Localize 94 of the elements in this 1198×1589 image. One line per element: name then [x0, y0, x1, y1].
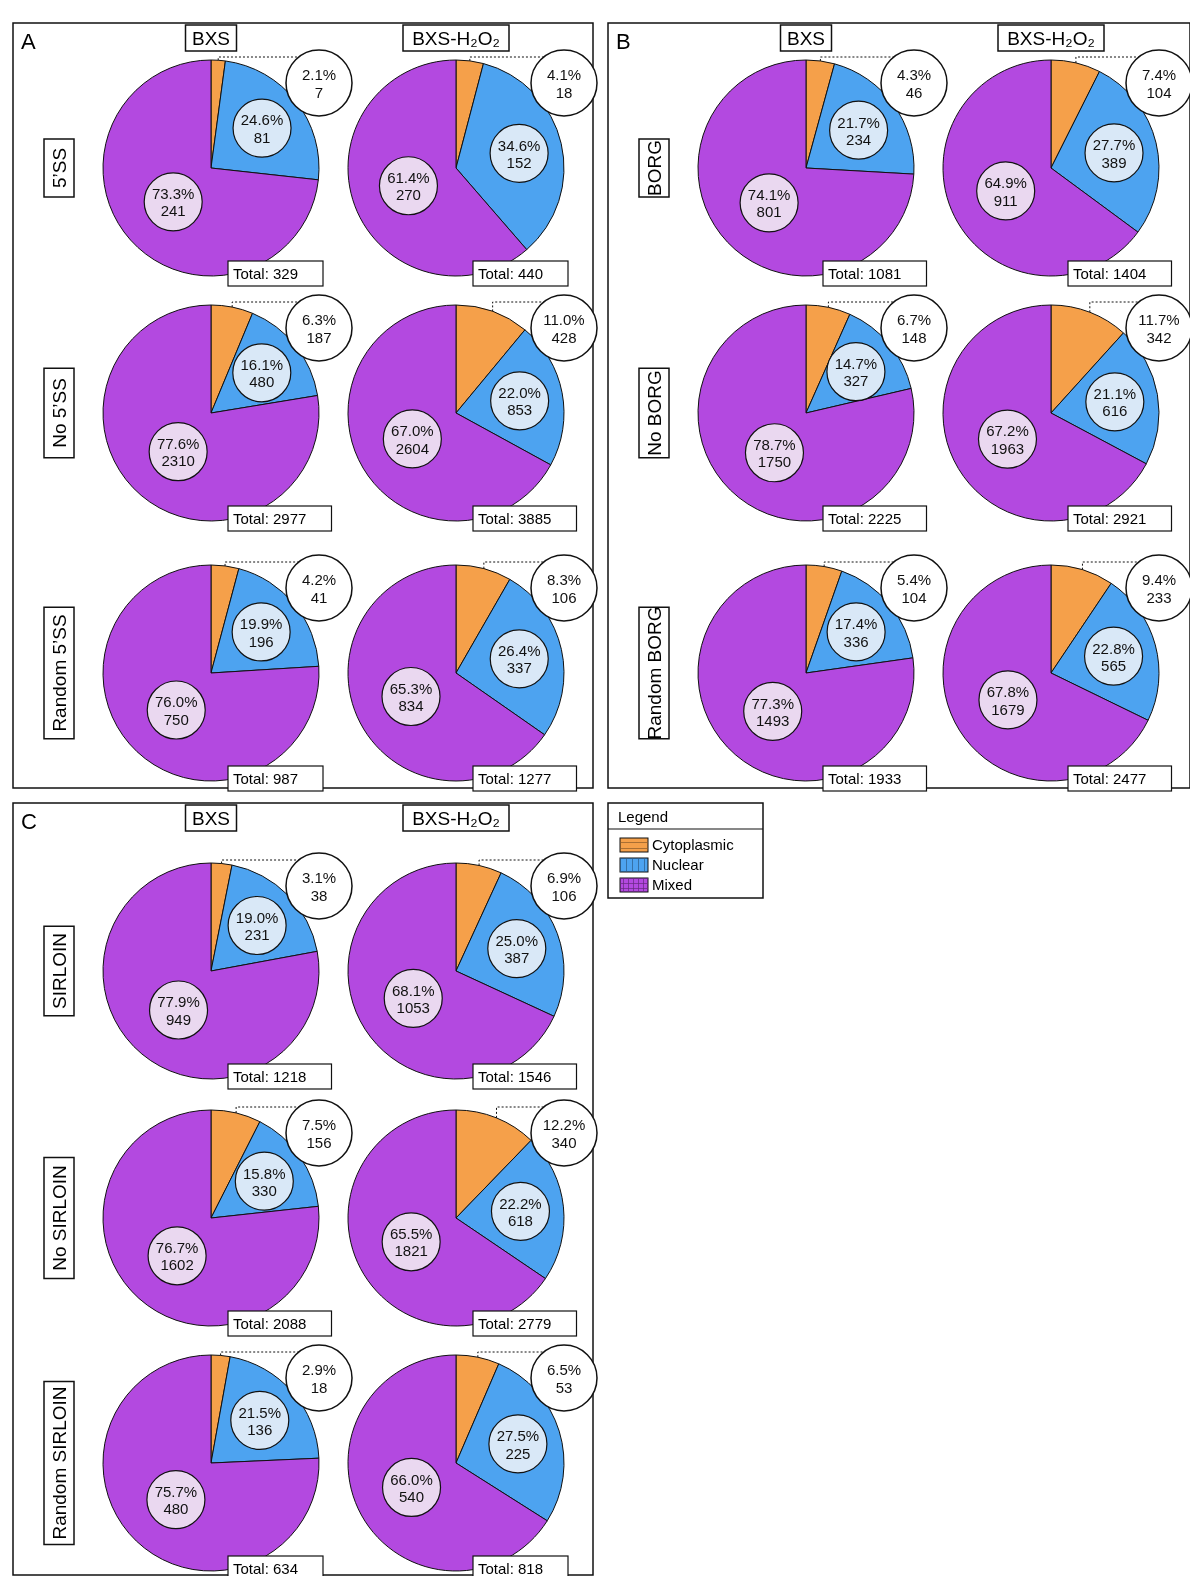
- data-label: 77.6% 2310: [156, 434, 200, 469]
- text: Total: 987: [233, 770, 299, 787]
- text: Total: 634: [233, 1560, 299, 1577]
- data-label: 6.7% 148: [896, 310, 932, 346]
- data-label: 7.4% 104: [1141, 65, 1177, 101]
- data-label: 8.3% 106: [546, 570, 582, 606]
- legend-title: Legend: [618, 808, 669, 825]
- data-label: 27.7% 389: [1092, 135, 1136, 171]
- text: Total: 818: [478, 1560, 544, 1577]
- data-label: 11.7% 342: [1138, 310, 1180, 346]
- chart-title: BXS-H₂O₂: [1007, 28, 1095, 49]
- text: Random SIRLOIN: [49, 1386, 70, 1540]
- data-label: 22.8% 565: [1092, 639, 1135, 674]
- text: Total: 3885: [478, 510, 552, 527]
- text: A: [21, 29, 36, 54]
- text: Total: 1546: [478, 1068, 552, 1085]
- data-label: 24.6% 81: [240, 110, 284, 146]
- text: No BORG: [644, 370, 665, 456]
- data-label: 66.0% 540: [390, 1470, 433, 1505]
- data-label: 27.5% 225: [496, 1426, 540, 1461]
- text: Total: 440: [478, 265, 544, 282]
- data-label: 17.4% 336: [834, 614, 878, 650]
- chart-title: BXS-H₂O₂: [412, 808, 500, 829]
- data-label: 14.7% 327: [834, 354, 878, 389]
- data-label: 75.7% 480: [154, 1482, 198, 1517]
- data-label: 78.7% 1750: [753, 435, 796, 470]
- data-label: 3.1% 38: [301, 868, 337, 904]
- data-label: 11.0% 428: [543, 310, 585, 346]
- data-label: 25.0% 387: [495, 931, 539, 966]
- data-label: 67.8% 1679: [986, 682, 1030, 718]
- data-label: 6.3% 187: [301, 310, 337, 346]
- data-label: 4.2% 41: [301, 570, 337, 606]
- data-label: 19.9% 196: [239, 614, 283, 650]
- text: Total: 2779: [478, 1315, 552, 1332]
- data-label: 76.7% 1602: [155, 1238, 199, 1273]
- chart-title: BXS: [191, 808, 231, 829]
- data-label: 77.9% 949: [157, 992, 200, 1028]
- text: Random 5’SS: [49, 614, 70, 732]
- data-label: 21.1% 616: [1093, 384, 1137, 419]
- data-label: 67.0% 2604: [391, 421, 434, 456]
- data-label: 6.5% 53: [546, 1360, 582, 1396]
- data-label: 61.4% 270: [387, 168, 430, 203]
- text: SIRLOIN: [49, 932, 70, 1010]
- data-label: 26.4% 337: [497, 641, 541, 676]
- text: Total: 2088: [233, 1315, 307, 1332]
- data-label: 21.7% 234: [837, 113, 880, 148]
- text: Total: 1277: [478, 770, 552, 787]
- chart-title: BXS: [786, 28, 826, 49]
- text: No SIRLOIN: [49, 1165, 70, 1271]
- data-label: 4.3% 46: [896, 65, 932, 101]
- legend-label: Nuclear: [652, 856, 704, 873]
- data-label: 65.3% 834: [389, 679, 433, 714]
- data-label: 2.9% 18: [301, 1360, 337, 1396]
- text: C: [21, 809, 37, 834]
- text: Total: 1081: [828, 265, 902, 282]
- data-label: 64.9% 911: [984, 173, 1027, 209]
- data-label: 22.2% 618: [499, 1194, 542, 1229]
- data-label: 73.3% 241: [151, 184, 195, 219]
- text: Total: 2225: [828, 510, 902, 527]
- data-label: 15.8% 330: [243, 1164, 286, 1199]
- text: Total: 2977: [233, 510, 307, 527]
- data-label: 67.2% 1963: [986, 421, 1029, 457]
- data-label: 4.1% 18: [546, 65, 582, 101]
- text: BORG: [644, 140, 665, 196]
- text: Total: 329: [233, 265, 299, 282]
- data-label: 76.0% 750: [154, 692, 198, 728]
- chart-title: BXS-H₂O₂: [412, 28, 500, 49]
- chart-title: BXS: [191, 28, 231, 49]
- legend-label: Cytoplasmic: [652, 836, 735, 853]
- data-label: 7.5% 156: [301, 1115, 337, 1151]
- data-label: 19.0% 231: [235, 908, 279, 943]
- data-label: 65.5% 1821: [389, 1224, 433, 1259]
- text: Total: 1218: [233, 1068, 307, 1085]
- text: Total: 2477: [1073, 770, 1147, 787]
- data-label: 2.1% 7: [301, 65, 337, 101]
- data-label: 12.2% 340: [542, 1115, 586, 1151]
- text: Total: 1933: [828, 770, 902, 787]
- text: 5’SS: [49, 147, 70, 189]
- data-label: 21.5% 136: [238, 1403, 282, 1438]
- legend-label: Mixed: [652, 876, 693, 893]
- data-label: 16.1% 480: [240, 355, 284, 390]
- data-label: 6.9% 106: [546, 868, 582, 904]
- text: Random BORG: [644, 606, 665, 740]
- data-label: 9.4% 233: [1141, 570, 1177, 606]
- text: No 5’SS: [49, 378, 70, 448]
- text: B: [616, 29, 631, 54]
- data-label: 77.3% 1493: [751, 694, 794, 729]
- data-label: 68.1% 1053: [391, 981, 435, 1016]
- text: Total: 2921: [1073, 510, 1147, 527]
- data-label: 5.4% 104: [896, 570, 932, 606]
- data-label: 22.0% 853: [498, 383, 541, 418]
- text: Total: 1404: [1073, 265, 1147, 282]
- data-label: 34.6% 152: [497, 136, 541, 171]
- data-label: 74.1% 801: [747, 185, 791, 220]
